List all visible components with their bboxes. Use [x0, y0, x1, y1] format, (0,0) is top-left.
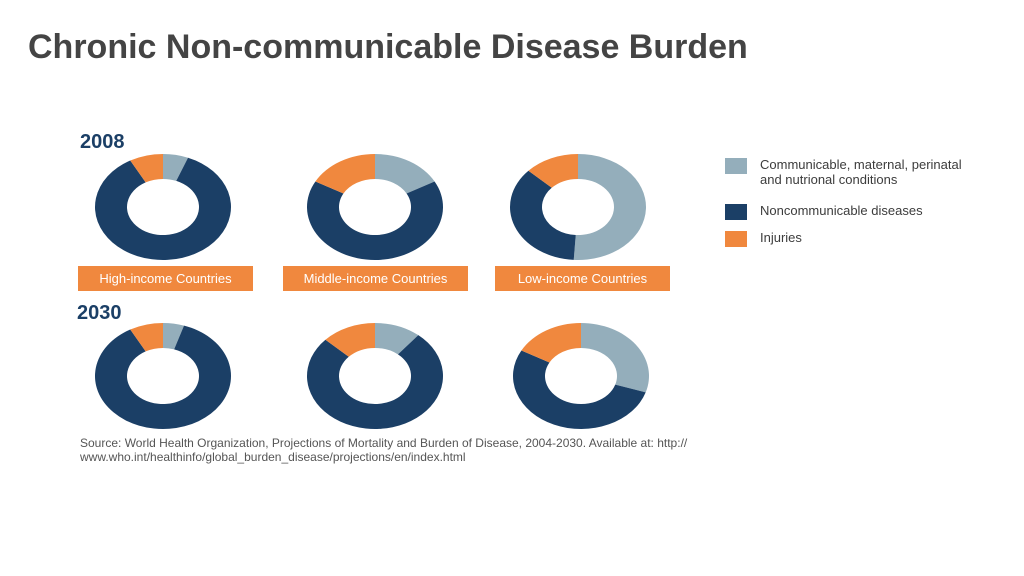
group-label-middle-income: Middle-income Countries: [283, 266, 468, 291]
slice-2030-2-noncommunicable: [513, 350, 646, 429]
legend-swatch-injuries: [725, 231, 747, 247]
legend-item-communicable: Communicable, maternal, perinatal and nu…: [725, 157, 985, 203]
legend-swatch-communicable: [725, 158, 747, 174]
slice-2008-0-injuries: [130, 154, 163, 183]
legend-label-communicable: Communicable, maternal, perinatal and nu…: [760, 157, 962, 187]
slice-2008-2-injuries: [528, 154, 578, 188]
slice-2030-2-injuries: [521, 323, 581, 363]
source-note: Source: World Health Organization, Proje…: [80, 436, 688, 464]
slice-2008-0-noncommunicable: [95, 157, 231, 260]
year-label-2030: 2030: [77, 302, 122, 324]
slice-2030-1-communicable: [375, 323, 419, 355]
slice-2030-2-communicable: [581, 323, 649, 393]
donut-2008-high-income: [95, 154, 231, 260]
donut-2008-middle-income: [307, 154, 443, 260]
donut-2030-high-income: [95, 323, 231, 429]
group-label-low-income: Low-income Countries: [495, 266, 670, 291]
slice-2008-1-noncommunicable: [307, 181, 443, 260]
legend-swatch-noncommunicable: [725, 204, 747, 220]
legend: Communicable, maternal, perinatal and nu…: [725, 157, 985, 250]
legend-item-noncommunicable: Noncommunicable diseases: [725, 203, 985, 230]
slice-2030-0-injuries: [130, 323, 163, 352]
year-label-2008: 2008: [80, 131, 125, 153]
slice-2008-2-communicable: [573, 154, 647, 260]
legend-label-injuries: Injuries: [760, 230, 802, 245]
slice-2030-0-noncommunicable: [95, 325, 231, 429]
donut-2030-low-income: [513, 323, 649, 429]
slice-2008-1-injuries: [315, 154, 375, 194]
slice-2008-0-communicable: [163, 154, 189, 181]
slice-2008-1-communicable: [375, 154, 435, 194]
slice-2008-2-noncommunicable: [510, 170, 576, 260]
legend-item-injuries: Injuries: [725, 230, 985, 250]
legend-label-noncommunicable: Noncommunicable diseases: [760, 203, 923, 218]
group-label-high-income: High-income Countries: [78, 266, 253, 291]
slice-2030-1-injuries: [325, 323, 375, 357]
slice-2030-1-noncommunicable: [307, 335, 443, 429]
donut-2030-middle-income: [307, 323, 443, 429]
page-title: Chronic Non-communicable Disease Burden: [28, 28, 748, 66]
donut-2008-low-income: [510, 154, 647, 260]
slice-2030-0-communicable: [163, 323, 185, 350]
